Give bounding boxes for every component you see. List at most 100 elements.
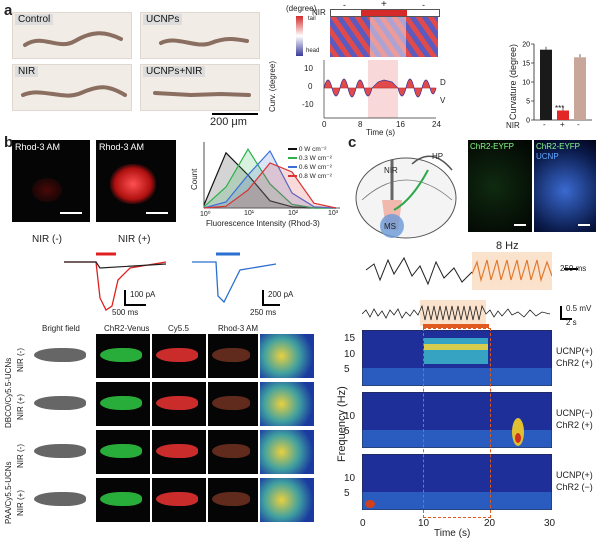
imaging-cell [30, 382, 94, 426]
tile-label: NIR [15, 66, 39, 77]
bar [574, 57, 586, 120]
lfp-full-trace [362, 300, 551, 326]
left-scale-vbar [124, 290, 126, 304]
micrograph-nir-on: Rhod-3 AM [96, 140, 176, 222]
row-label: NIR (+) [16, 490, 25, 516]
micro-label: Rhod-3 AM [15, 142, 61, 152]
imaging-cell [152, 382, 206, 426]
faint-cell [32, 178, 62, 202]
curv-xtick: 24 [432, 120, 441, 129]
kymo-colorbar [296, 16, 303, 56]
brain-label-hp: HP [432, 152, 444, 161]
series-line [203, 162, 337, 209]
kymograph [330, 17, 438, 57]
left-scale-y: 100 pA [130, 290, 156, 299]
condition-label: UCNP(−) [556, 408, 593, 418]
fluor-label: ChR2-EYFP [536, 142, 581, 151]
curv-ytick: 0 [308, 82, 313, 91]
imaging-cell [30, 430, 94, 474]
kymo-nir-label: NIR [312, 8, 326, 17]
worm-image [21, 85, 127, 98]
spectro-ytick: 10 [344, 410, 356, 422]
scale-bar [60, 212, 82, 214]
tile-label: Control [15, 14, 54, 25]
tile-label: UCNPs+NIR [143, 66, 206, 77]
fluor-label: UCNP [536, 152, 559, 161]
imaging-cell [30, 334, 94, 378]
img-col-header: Cy5.5 [168, 324, 189, 333]
bar [557, 110, 569, 120]
hist-xtick: 10² [288, 210, 299, 217]
zebrafish-larva [100, 444, 142, 458]
worm-image [23, 31, 123, 47]
img-col-header: Rhod-3 AM [218, 324, 259, 333]
micrograph-nir-off: Rhod-3 AM [12, 140, 90, 222]
kymo-head-label: head [306, 48, 320, 54]
imaging-cell [208, 478, 258, 522]
worm-image [153, 91, 251, 98]
hist-legend: 0 W cm⁻² 0.3 W cm⁻² 0.6 W cm⁻² 0.8 W cm⁻… [288, 145, 332, 181]
legend-text: 0.3 W cm⁻² [298, 155, 332, 162]
series-fill [204, 163, 336, 208]
panel-b-label: b [4, 134, 14, 151]
zebrafish-larva [34, 492, 86, 506]
stim-window [423, 328, 491, 518]
row-label: NIR (-) [16, 444, 25, 468]
series-line [203, 149, 337, 209]
bar-significance: *** [555, 104, 565, 113]
zebrafish-larva [100, 492, 142, 506]
curv-ytick: -10 [302, 100, 314, 109]
y-tick-label: 20 [522, 42, 530, 49]
zebrafish-larva [212, 444, 250, 458]
group-label-dbco: DBCO/Cy5.5-UCNs [4, 357, 13, 428]
spectro-ytick: 15 [344, 333, 356, 345]
lfp-8hz-trace [472, 259, 552, 283]
scale-v-label: 0.5 mV [566, 304, 592, 313]
transient-peak [515, 433, 521, 443]
bar-nir-state: - [543, 120, 546, 129]
chr2-eyfp-image: ChR2-EYFP [468, 140, 532, 232]
chr2-ucnp-merge-image: ChR2-EYFP UCNP [534, 140, 596, 232]
zebrafish-larva [156, 396, 198, 410]
left-scale-hbar [124, 304, 146, 306]
nir-state-1: - [343, 0, 346, 10]
right-scale-y: 200 pA [268, 290, 294, 299]
scale-bar-line [212, 113, 258, 115]
lfp-zoom-trace [365, 256, 473, 286]
spectro-ytick: 5 [344, 488, 350, 500]
low-band [362, 492, 552, 510]
spectrogram [362, 330, 552, 386]
imaging-cell [208, 382, 258, 426]
theta-peak [424, 344, 488, 350]
imaging-cell [96, 478, 150, 522]
imaging-cell [152, 430, 206, 474]
scale-t2-bar [560, 318, 572, 320]
scale-bar [578, 224, 590, 226]
imaging-cell [260, 478, 314, 522]
spectro-xtick: 0 [360, 518, 366, 529]
zebrafish-larva [34, 396, 86, 410]
curv-xtick: 0 [322, 120, 327, 129]
worm-image [159, 37, 249, 47]
zebrafish-larva [212, 396, 250, 410]
legend-item: 0.3 W cm⁻² [288, 154, 332, 163]
row-label: NIR (+) [16, 394, 25, 420]
zebrafish-larva [156, 348, 198, 362]
imaging-cell [208, 430, 258, 474]
onset-power [365, 500, 375, 508]
zebrafish-larva [212, 348, 250, 362]
y-tick-label: 15 [522, 61, 530, 68]
spectrogram [362, 454, 552, 510]
stim-bar [423, 324, 489, 328]
kymo-tail-label: tail [308, 16, 316, 22]
curvature-bar-chart: 0 5 10 15 20 [522, 42, 592, 125]
bright-cell [110, 164, 156, 204]
zebrafish-larva [100, 348, 142, 362]
y-tick-label: 10 [522, 80, 530, 87]
curvature-trace [323, 60, 437, 119]
worm-tile-control: Control [12, 12, 132, 59]
condition-label: ChR2 (+) [556, 420, 593, 430]
scale-bar [514, 224, 526, 226]
bar-nir-state: + [560, 120, 565, 129]
series-fill [204, 149, 336, 208]
